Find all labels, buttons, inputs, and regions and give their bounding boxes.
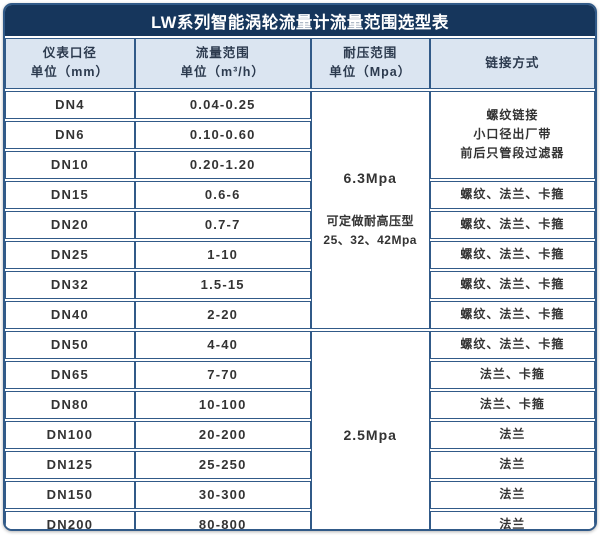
range-cell: 0.04-0.25	[134, 90, 311, 119]
dn-cell: DN200	[5, 510, 135, 529]
table-row: DN150 30-300 法兰	[5, 480, 595, 509]
header-line: 耐压范围	[343, 46, 398, 60]
connection-line: 前后只管段过滤器	[460, 146, 565, 161]
connection-line: 螺纹链接	[486, 107, 539, 122]
dn-cell: DN6	[5, 120, 135, 149]
range-cell: 0.20-1.20	[134, 150, 311, 179]
pressure-value: 2.5Mpa	[343, 426, 397, 443]
dn-cell: DN25	[5, 240, 135, 269]
dn-cell: DN10	[5, 150, 135, 179]
dn-cell: DN50	[5, 330, 135, 359]
pressure-value: 6.3Mpa	[343, 169, 397, 186]
dn-cell: DN150	[5, 480, 135, 509]
pressure-cell-2-5mpa: 2.5Mpa	[310, 330, 430, 529]
table-row: DN65 7-70 法兰、卡箍	[5, 360, 595, 389]
range-cell: 7-70	[134, 360, 311, 389]
table-frame: LW系列智能涡轮流量计流量范围选型表 仪表口径 单位（mm） 流量范围 单位（m…	[3, 3, 597, 531]
range-cell: 10-100	[134, 390, 311, 419]
table-row: DN4 0.04-0.25 6.3Mpa 可定做耐高压型 25、32、42Mpa…	[5, 90, 595, 329]
connection-cell: 螺纹、法兰、卡箍	[429, 270, 595, 299]
table-row: DN6 0.10-0.60	[5, 120, 595, 149]
header-line: 链接方式	[485, 55, 540, 70]
table-row: DN25 1-10 螺纹、法兰、卡箍	[5, 240, 595, 269]
connection-cell: 法兰、卡箍	[429, 390, 595, 419]
table-row: DN15 0.6-6 螺纹、法兰、卡箍	[5, 180, 595, 209]
dn-cell: DN100	[5, 420, 135, 449]
table-title: LW系列智能涡轮流量计流量范围选型表	[5, 5, 595, 36]
header-line: 仪表口径	[42, 46, 97, 60]
pressure-cell-6-3mpa: 6.3Mpa 可定做耐高压型 25、32、42Mpa	[310, 90, 430, 329]
header-line: 单位（mm）	[30, 65, 110, 80]
dn-cell: DN15	[5, 180, 135, 209]
range-cell: 0.7-7	[134, 210, 311, 239]
col-header-flow-range: 流量范围 单位（m³/h）	[134, 38, 311, 89]
table-row: DN20 0.7-7 螺纹、法兰、卡箍	[5, 210, 595, 239]
connection-cell: 螺纹、法兰、卡箍	[429, 210, 595, 239]
pressure-note-line: 可定做耐高压型	[326, 213, 414, 228]
table-row: DN100 20-200 法兰	[5, 420, 595, 449]
header-line: 流量范围	[195, 46, 250, 60]
range-cell: 20-200	[134, 420, 311, 449]
header-line: 单位（m³/h）	[180, 65, 265, 80]
connection-cell: 螺纹、法兰、卡箍	[429, 240, 595, 269]
header-line: 单位（Mpa）	[329, 65, 412, 80]
range-cell: 1.5-15	[134, 270, 311, 299]
table-row: DN200 80-800 法兰	[5, 510, 595, 529]
range-cell: 25-250	[134, 450, 311, 479]
table-row: DN32 1.5-15 螺纹、法兰、卡箍	[5, 270, 595, 299]
flow-range-selection-table: 仪表口径 单位（mm） 流量范围 单位（m³/h） 耐压范围 单位（Mpa） 链…	[5, 36, 595, 529]
connection-cell: 螺纹、法兰、卡箍	[429, 180, 595, 209]
table-row: DN80 10-100 法兰、卡箍	[5, 390, 595, 419]
range-cell: 4-40	[134, 330, 311, 359]
col-header-pressure-range: 耐压范围 单位（Mpa）	[310, 38, 430, 89]
dn-cell: DN4	[5, 90, 135, 119]
range-cell: 80-800	[134, 510, 311, 529]
dn-cell: DN40	[5, 300, 135, 329]
range-cell: 1-10	[134, 240, 311, 269]
connection-cell: 法兰	[429, 450, 595, 479]
connection-cell: 法兰、卡箍	[429, 360, 595, 389]
spacer	[314, 186, 427, 212]
header-row: 仪表口径 单位（mm） 流量范围 单位（m³/h） 耐压范围 单位（Mpa） 链…	[5, 38, 595, 89]
connection-cell: 法兰	[429, 510, 595, 529]
col-header-diameter: 仪表口径 单位（mm）	[5, 38, 135, 89]
table-row: DN125 25-250 法兰	[5, 450, 595, 479]
connection-line: 小口径出厂带	[473, 127, 552, 142]
dn-cell: DN20	[5, 210, 135, 239]
pressure-note: 可定做耐高压型 25、32、42Mpa	[314, 212, 427, 250]
connection-cell-merged: 螺纹链接 小口径出厂带 前后只管段过滤器	[429, 90, 595, 179]
range-cell: 0.6-6	[134, 180, 311, 209]
range-cell: 0.10-0.60	[134, 120, 311, 149]
dn-cell: DN65	[5, 360, 135, 389]
dn-cell: DN125	[5, 450, 135, 479]
connection-cell: 法兰	[429, 420, 595, 449]
range-cell: 2-20	[134, 300, 311, 329]
connection-cell: 螺纹、法兰、卡箍	[429, 300, 595, 329]
connection-cell: 螺纹、法兰、卡箍	[429, 330, 595, 359]
table-row: DN50 4-40 2.5Mpa 螺纹、法兰、卡箍	[5, 330, 595, 529]
table-row: DN40 2-20 螺纹、法兰、卡箍	[5, 300, 595, 329]
dn-cell: DN32	[5, 270, 135, 299]
dn-cell: DN80	[5, 390, 135, 419]
range-cell: 30-300	[134, 480, 311, 509]
col-header-connection: 链接方式	[429, 38, 595, 89]
table-row: DN10 0.20-1.20	[5, 150, 595, 179]
pressure-note-line: 25、32、42Mpa	[323, 232, 417, 247]
connection-cell: 法兰	[429, 480, 595, 509]
